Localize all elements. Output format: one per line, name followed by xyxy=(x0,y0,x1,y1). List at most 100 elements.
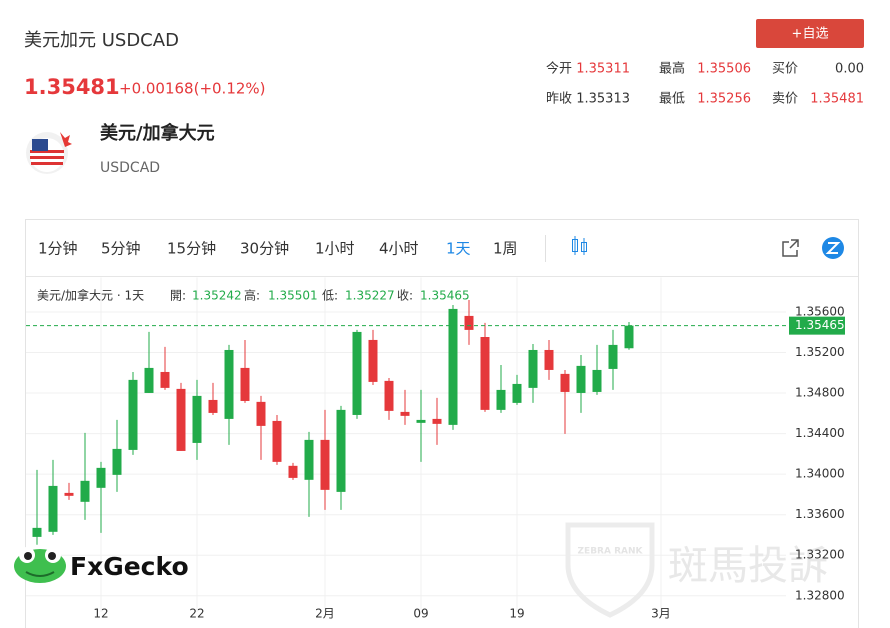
ohlc-label: 收: xyxy=(397,289,413,303)
quote-value: 1.35506 xyxy=(697,62,751,77)
candle-body xyxy=(176,388,186,451)
quote-label: 今开 xyxy=(546,61,572,77)
interval-tab[interactable]: 5分钟 xyxy=(101,240,141,258)
quote-value: 1.35256 xyxy=(697,92,751,107)
y-tick-label: 1.35200 xyxy=(795,345,845,359)
quote-label: 卖价 xyxy=(772,92,798,107)
y-tick-label: 1.33200 xyxy=(795,548,845,562)
interval-tab[interactable]: 1小时 xyxy=(315,240,355,258)
y-tick-label: 1.35600 xyxy=(795,304,845,318)
candle-body xyxy=(288,465,298,478)
last-price-label: 1.35465 xyxy=(795,318,845,332)
instrument-code: USDCAD xyxy=(100,160,160,176)
candle-body xyxy=(64,492,74,496)
ohlc-label: 低: xyxy=(322,289,338,303)
candle-body xyxy=(608,344,618,369)
candle-body xyxy=(592,369,602,392)
candle-body xyxy=(448,308,458,425)
quote-label: 最高 xyxy=(659,61,685,77)
x-tick-label: 3月 xyxy=(651,607,671,621)
candle-body xyxy=(336,409,346,492)
zebra-watermark: 斑馬投訴 xyxy=(668,543,828,589)
candle-body xyxy=(384,380,394,411)
interval-tab[interactable]: 15分钟 xyxy=(167,240,216,258)
candle-body xyxy=(496,389,506,410)
candle-body xyxy=(560,373,570,392)
chart-type-icon[interactable] xyxy=(572,236,587,255)
y-tick-label: 1.32800 xyxy=(795,588,845,602)
y-tick-label: 1.34400 xyxy=(795,426,845,440)
chart-title: 美元/加拿大元 · 1天 xyxy=(37,288,144,303)
ohlc-value: 1.35501 xyxy=(268,289,318,303)
ohlc-value: 1.35465 xyxy=(420,289,470,303)
candle-body xyxy=(160,371,170,388)
y-tick-label: 1.33600 xyxy=(795,507,845,521)
x-tick-label: 09 xyxy=(413,607,428,621)
x-tick-label: 22 xyxy=(189,607,204,621)
candle-body xyxy=(304,439,314,480)
interval-tab[interactable]: 4小时 xyxy=(379,240,419,258)
zebra-shield xyxy=(565,522,655,618)
candle-body xyxy=(208,399,218,413)
watch-button[interactable] xyxy=(756,19,864,48)
candle-body xyxy=(624,325,634,349)
candle-body xyxy=(256,401,266,426)
x-tick-label: 19 xyxy=(509,607,524,621)
y-tick-label: 1.34800 xyxy=(795,386,845,400)
ohlc-label: 高: xyxy=(244,288,260,303)
candle-body xyxy=(352,331,362,415)
fullscreen-icon[interactable] xyxy=(782,239,799,257)
candle-body xyxy=(272,420,282,462)
interval-tab[interactable]: 1周 xyxy=(493,240,518,258)
candle-body xyxy=(96,467,106,488)
chart-card xyxy=(25,219,859,628)
candle-body xyxy=(544,349,554,370)
page-title: 美元加元 USDCAD xyxy=(24,30,179,51)
quote-label: 昨收 xyxy=(546,92,572,107)
price-change: +0.00168(+0.12%) xyxy=(119,80,266,98)
interval-tab[interactable]: 30分钟 xyxy=(240,240,289,258)
candle-body xyxy=(32,527,42,537)
last-price: 1.35481 xyxy=(24,75,120,99)
quote-value: 0.00 xyxy=(835,62,864,77)
gecko-watermark: FxGecko xyxy=(70,552,189,581)
candle-body xyxy=(224,349,234,419)
candle-body xyxy=(144,367,154,393)
candle-body xyxy=(128,379,138,450)
ohlc-value: 1.35227 xyxy=(345,289,395,303)
gecko-logo xyxy=(14,547,66,583)
watch-button-label[interactable]: +自选 xyxy=(792,27,829,42)
brand-icon-mark xyxy=(825,242,841,254)
ohlc-label: 開: xyxy=(170,289,186,303)
interval-tab[interactable]: 1分钟 xyxy=(38,240,78,258)
x-tick-label: 12 xyxy=(93,607,108,621)
flag-icon xyxy=(26,132,72,174)
ohlc-value: 1.35242 xyxy=(192,289,242,303)
quote-value: 1.35311 xyxy=(576,62,630,77)
candle-body xyxy=(240,367,250,401)
candle-body xyxy=(432,418,442,424)
candle-body xyxy=(48,485,58,532)
candle-body xyxy=(512,383,522,403)
candle-body xyxy=(464,315,474,330)
quote-label: 最低 xyxy=(659,92,685,107)
candle-body xyxy=(480,337,490,410)
candle-body xyxy=(80,480,90,502)
zebra-badge: ZEBRA RANK xyxy=(578,547,644,557)
last-price-tag xyxy=(789,316,845,335)
interval-tab[interactable]: 1天 xyxy=(446,240,471,258)
candle-body xyxy=(400,411,410,416)
candle-body xyxy=(192,395,202,443)
candle-body xyxy=(576,365,586,393)
x-tick-label: 2月 xyxy=(315,607,335,621)
quote-value: 1.35481 xyxy=(810,92,864,107)
instrument-name: 美元/加拿大元 xyxy=(100,122,215,144)
candle-body xyxy=(112,448,122,475)
candle-body xyxy=(368,339,378,382)
candle-body xyxy=(320,439,330,490)
quote-label: 买价 xyxy=(772,62,798,77)
candle-body xyxy=(416,419,426,423)
candle-body xyxy=(528,349,538,388)
